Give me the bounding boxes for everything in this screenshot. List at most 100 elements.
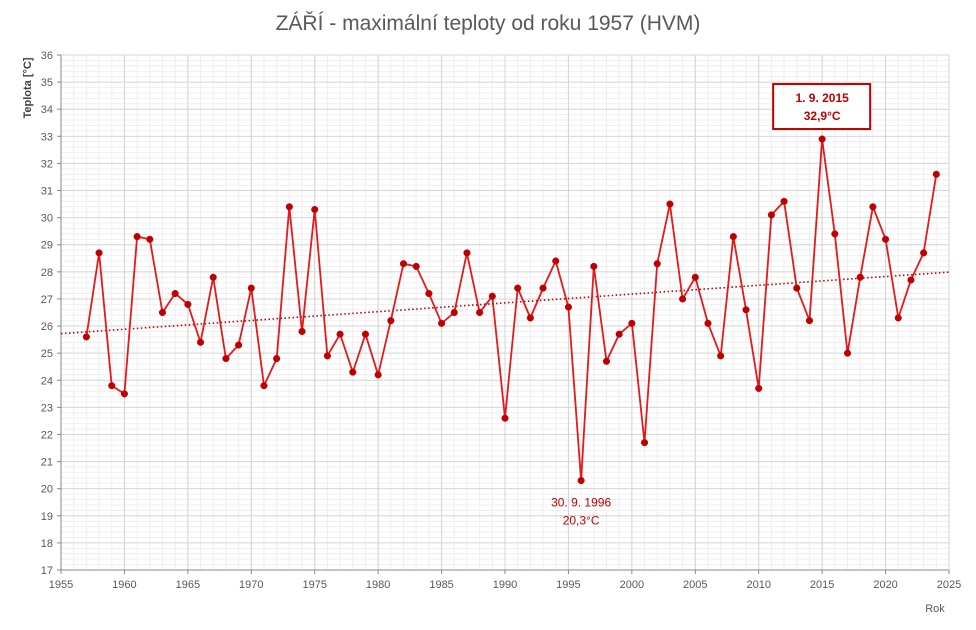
annotation-box: [772, 83, 872, 131]
data-point: [679, 295, 687, 303]
data-point: [476, 308, 484, 317]
data-point: [108, 382, 116, 390]
annotation-label: 1. 9. 2015: [795, 91, 849, 105]
data-point: [869, 203, 877, 211]
data-point: [729, 233, 737, 241]
data-point: [856, 273, 864, 281]
y-tick-label: 28: [41, 267, 53, 279]
data-point: [577, 477, 585, 485]
y-axis-title: Teplota [°C]: [22, 57, 34, 118]
y-tick-label: 30: [41, 213, 53, 225]
data-point: [374, 371, 382, 379]
data-point: [602, 357, 611, 365]
data-point: [805, 317, 814, 325]
data-point: [907, 276, 915, 284]
data-point: [323, 352, 331, 360]
data-point: [349, 368, 357, 376]
data-point: [412, 262, 420, 270]
y-tick-label: 17: [41, 565, 53, 577]
y-tick-label: 20: [41, 484, 53, 496]
data-point: [755, 384, 763, 392]
data-point: [628, 319, 636, 327]
y-tick-label: 18: [41, 538, 53, 550]
y-tick-label: 36: [41, 50, 53, 62]
data-point: [133, 233, 141, 241]
data-point: [767, 211, 775, 219]
trendline: [60, 271, 950, 335]
data-series: [82, 135, 940, 485]
data-point: [184, 300, 192, 308]
x-tick-label: 1965: [176, 579, 200, 591]
x-tick-label: 2025: [937, 579, 961, 591]
data-point: [260, 382, 268, 390]
y-tick-label: 22: [41, 429, 53, 441]
data-point: [488, 292, 496, 300]
data-point: [222, 355, 230, 363]
y-tick-label: 33: [41, 131, 53, 143]
y-tick-label: 24: [41, 375, 53, 387]
annotation-label: 30. 9. 1996: [551, 496, 611, 510]
x-tick-label: 1975: [302, 579, 326, 591]
x-tick-label: 1970: [239, 579, 263, 591]
labels: 1. 9. 2015 32,9°C 30. 9. 1996 20,3°C: [551, 83, 872, 528]
data-point: [120, 390, 128, 398]
data-point: [158, 308, 167, 317]
data-point: [691, 273, 699, 281]
grid: [60, 54, 950, 571]
x-tick-label: 1990: [493, 579, 517, 591]
annotation-label: 20,3°C: [563, 514, 600, 528]
y-tick-label: 26: [41, 321, 53, 333]
data-point: [742, 306, 750, 314]
x-tick-label: 1960: [112, 579, 136, 591]
data-point: [463, 249, 471, 257]
data-point: [526, 314, 534, 322]
y-tick-label: 35: [41, 77, 53, 89]
data-point: [552, 257, 560, 265]
data-point: [590, 262, 598, 270]
y-tick-label: 19: [41, 511, 53, 523]
data-point: [209, 273, 217, 281]
x-tick-label: 1985: [429, 579, 453, 591]
data-point: [564, 303, 572, 311]
y-tick-label: 25: [41, 348, 53, 360]
x-tick-label: 2020: [873, 579, 897, 591]
annotation-label: 32,9°C: [804, 109, 841, 123]
data-point: [399, 260, 408, 268]
y-tick-label: 23: [41, 402, 53, 414]
data-point: [539, 284, 547, 292]
data-point: [285, 203, 293, 211]
data-point: [298, 327, 306, 336]
data-point: [818, 135, 826, 143]
data-point: [95, 249, 103, 257]
data-point: [717, 352, 725, 360]
data-point: [653, 260, 661, 268]
x-axis-title: Rok: [925, 603, 945, 615]
data-point: [235, 341, 243, 349]
data-point: [640, 439, 649, 447]
data-point: [514, 284, 522, 292]
data-point: [247, 284, 255, 292]
data-point: [615, 330, 623, 338]
trend-line: [60, 271, 950, 335]
y-tick-label: 32: [41, 158, 53, 170]
y-tick-label: 31: [41, 186, 53, 198]
data-point: [450, 308, 458, 317]
x-tick-label: 1995: [556, 579, 580, 591]
data-point: [932, 170, 940, 178]
data-point: [666, 200, 674, 208]
x-tick-label: 2015: [810, 579, 834, 591]
x-tick-label: 1955: [49, 579, 73, 591]
data-point: [273, 355, 281, 363]
y-tick-label: 21: [41, 457, 53, 469]
data-point: [843, 349, 852, 357]
data-point: [780, 197, 788, 205]
data-point: [196, 338, 205, 346]
data-point: [425, 289, 433, 298]
y-tick-label: 29: [41, 240, 53, 252]
chart-title: ZÁŘÍ - maximální teploty od roku 1957 (H…: [275, 12, 701, 35]
data-point: [438, 319, 446, 327]
data-point: [171, 289, 179, 298]
x-tick-label: 2000: [620, 579, 644, 591]
data-point: [387, 317, 395, 325]
